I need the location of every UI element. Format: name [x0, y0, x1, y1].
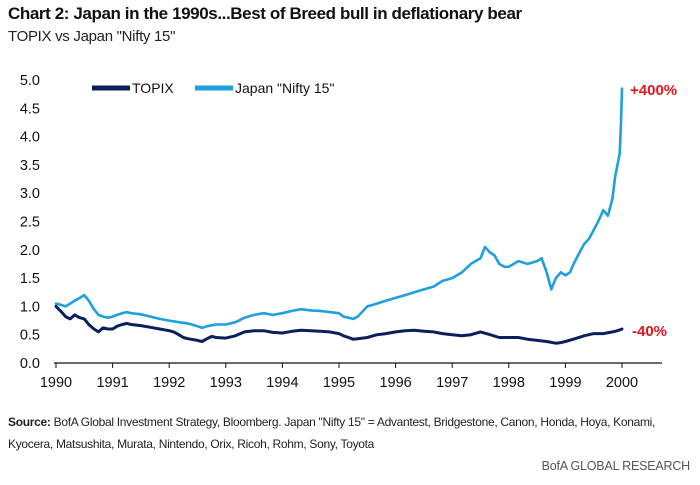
end-label-nifty15: +400%	[630, 82, 677, 99]
y-tick-label: 3.5	[20, 158, 40, 174]
x-tick-label: 1990	[40, 375, 72, 391]
y-tick-label: 0.0	[20, 356, 40, 372]
y-tick-label: 1.0	[20, 299, 40, 315]
chart-title: Chart 2: Japan in the 1990s...Best of Br…	[8, 4, 522, 23]
series-line-nifty15	[54, 87, 624, 330]
x-tick-label: 1995	[323, 375, 355, 391]
x-tick-label: 1996	[379, 375, 411, 391]
x-tick-label: 1997	[436, 375, 468, 391]
series-line-topix	[54, 304, 624, 345]
y-tick-label: 0.5	[20, 328, 40, 344]
brand-label: BofA GLOBAL RESEARCH	[541, 459, 691, 473]
legend-label: Japan "Nifty 15"	[235, 80, 334, 96]
y-tick-label: 4.0	[20, 130, 40, 146]
y-tick-label: 1.5	[20, 271, 40, 287]
x-tick-label: 1998	[493, 375, 525, 391]
y-tick-label: 4.5	[20, 101, 40, 117]
x-tick-label: 1999	[549, 375, 581, 391]
end-label-topix: -40%	[632, 323, 667, 340]
y-tick-label: 2.5	[20, 215, 40, 231]
end-labels: -40% +400%	[630, 82, 677, 340]
x-tick-label: 2000	[606, 375, 638, 391]
x-tick-label: 1994	[266, 375, 298, 391]
source-label: Source:	[8, 415, 51, 429]
y-tick-label: 2.0	[20, 243, 40, 259]
x-tick-label: 1992	[153, 375, 185, 391]
source-text: BofA Global Investment Strategy, Bloombe…	[8, 415, 656, 451]
legend-label: TOPIX	[132, 80, 174, 96]
chart-subtitle: TOPIX vs Japan "Nifty 15"	[8, 28, 176, 45]
y-axis: 0.0 0.5 1.0 1.5 2.0 2.5 3.0 3.5 4.0 4.5 5.0	[20, 73, 40, 372]
x-axis: 1990 1991 1992 1993 1994 1995 1996 1997 1998 1999…	[40, 362, 662, 391]
source-note: Source: BofA Global Investment Strategy,…	[8, 411, 692, 455]
y-tick-label: 3.0	[20, 186, 40, 202]
x-tick-label: 1991	[96, 375, 128, 391]
x-tick-label: 1993	[210, 375, 242, 391]
series-layer	[54, 87, 624, 345]
y-tick-label: 5.0	[20, 73, 40, 89]
legend: TOPIX Japan "Nifty 15"	[92, 80, 334, 96]
line-chart: 0.00.51.01.52.02.53.03.54.04.55.0 1990 19…	[20, 73, 677, 391]
